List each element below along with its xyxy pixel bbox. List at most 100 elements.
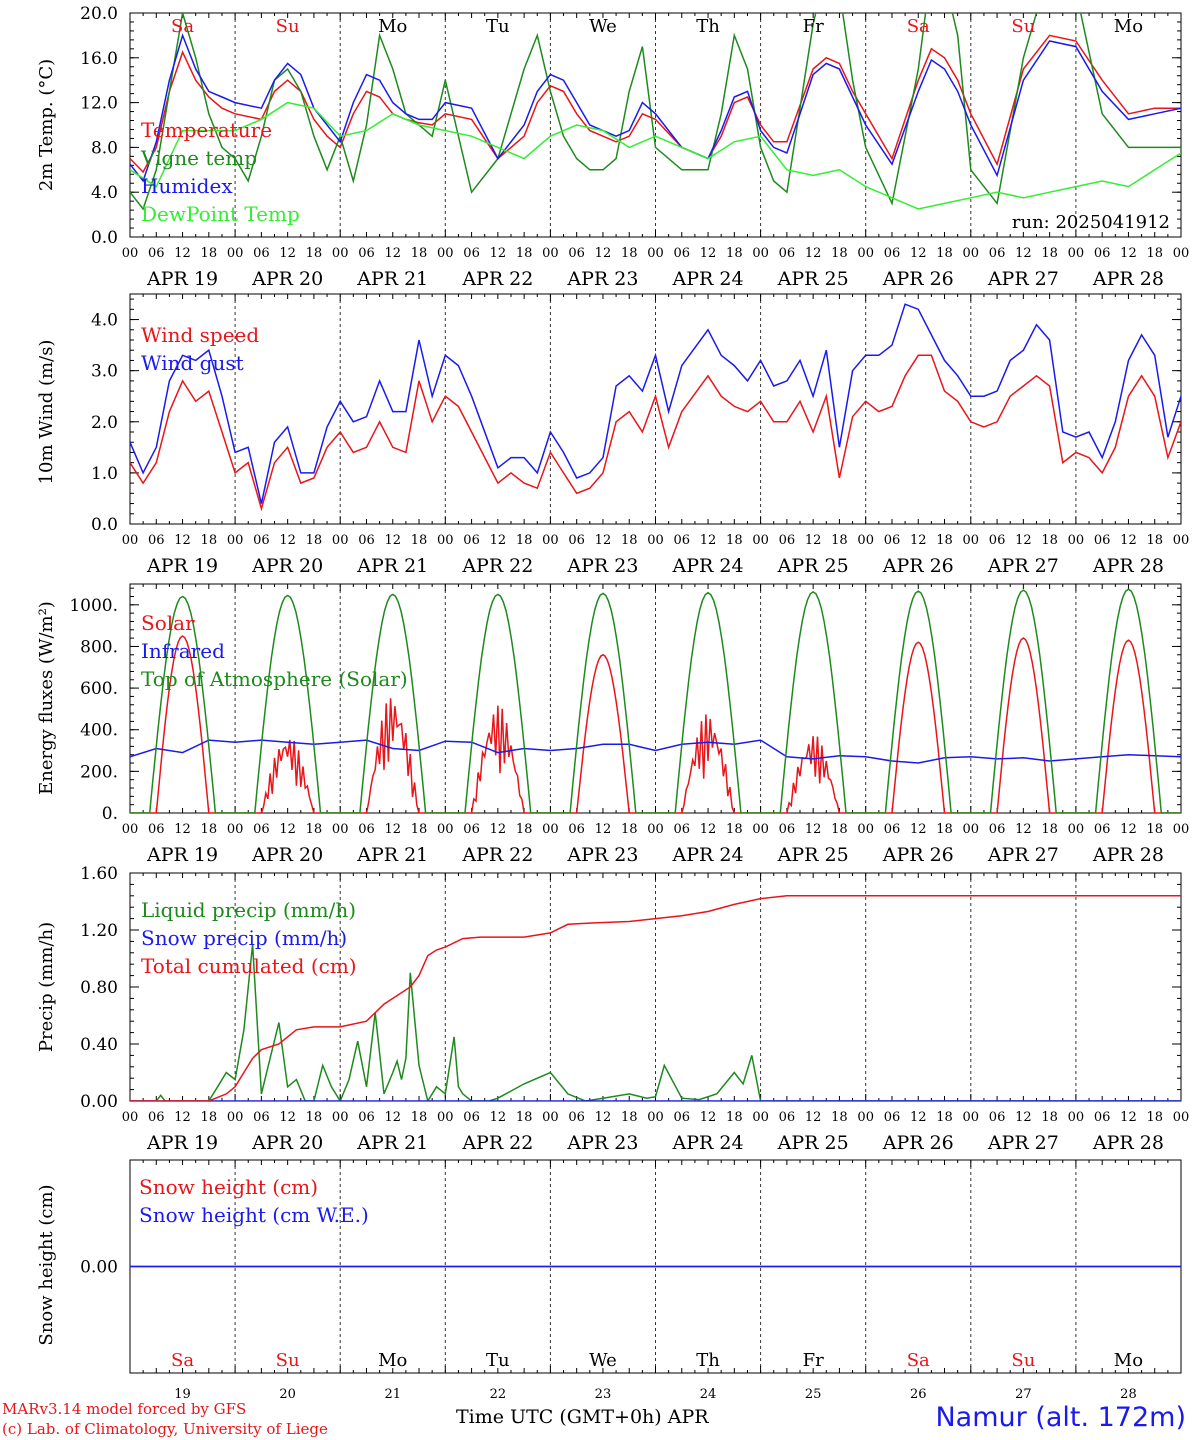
hour-tick-label: 12 (279, 533, 296, 548)
time-axis-title: Time UTC (GMT+0h) APR (456, 1406, 709, 1428)
y-tick-label: 4.0 (91, 311, 118, 331)
hour-tick-label: 00 (647, 1110, 664, 1125)
hour-tick-label: 06 (1094, 533, 1111, 548)
run-annotation: run: 2025041912 (1012, 212, 1170, 233)
hour-tick-label: 18 (516, 822, 533, 837)
bottom-axis: Sa 19 Su 20 Mo 21 Tu 22 We 23 Th 24 Fr 25 Sa 26 Su 27 Mo 28 (171, 1350, 1143, 1402)
hour-tick-label: 18 (831, 533, 848, 548)
hour-tick-label: 00 (542, 1110, 559, 1125)
hour-tick-label: 12 (490, 246, 507, 261)
hour-tick-label: 18 (936, 533, 953, 548)
hour-tick-label: 06 (989, 533, 1006, 548)
date-label: APR 20 (251, 1132, 323, 1154)
hour-tick-label: 18 (1041, 822, 1058, 837)
series-line (130, 13, 1181, 211)
hour-tick-label: 12 (595, 246, 612, 261)
hour-tick-label: 00 (542, 533, 559, 548)
hour-tick-label: 00 (647, 533, 664, 548)
panel-1: 0.0 4.0 8.0 12.0 16.0 20.0 2m Temp. (°C) 00 06 12… (36, 4, 1190, 290)
date-label: APR 27 (987, 268, 1059, 290)
date-label: APR 22 (461, 1132, 533, 1154)
y-tick-label: 20.0 (80, 4, 118, 24)
date-label: APR 27 (987, 844, 1059, 866)
panel-3: 0. 200. 400. 600. 800. 1000. Energy fluxes (W/… (36, 583, 1189, 866)
y-axis-label: Energy fluxes (W/m²) (36, 601, 57, 795)
hour-tick-label: 12 (700, 533, 717, 548)
hour-tick-label: 00 (227, 822, 244, 837)
hour-tick-label: 06 (568, 1110, 585, 1125)
hour-tick-label: 12 (700, 1110, 717, 1125)
hour-tick-label: 12 (279, 246, 296, 261)
date-label: APR 25 (777, 268, 849, 290)
day-number: 20 (279, 1387, 296, 1402)
y-tick-label: 1.60 (80, 864, 118, 884)
hour-tick-label: 00 (1068, 1110, 1085, 1125)
hour-tick-label: 06 (568, 822, 585, 837)
hour-tick-label: 00 (437, 1110, 454, 1125)
hour-tick-label: 12 (805, 822, 822, 837)
hour-tick-label: 00 (227, 246, 244, 261)
hour-tick-label: 18 (1041, 533, 1058, 548)
hour-tick-label: 06 (779, 246, 796, 261)
hour-tick-label: 18 (1041, 246, 1058, 261)
day-number: 21 (384, 1387, 401, 1402)
y-tick-label: 1.0 (91, 464, 118, 484)
y-tick-label: 0.00 (80, 1258, 118, 1278)
panel-2: 0.0 1.0 2.0 3.0 4.0 10m Wind (m/s) 00 06 12 18 APR… (36, 293, 1189, 577)
hour-tick-label: 00 (227, 533, 244, 548)
hour-tick-label: 18 (516, 533, 533, 548)
series-group (130, 588, 1181, 813)
date-label: APR 20 (251, 844, 323, 866)
date-label: APR 23 (566, 555, 638, 577)
hour-tick-label: 06 (358, 822, 375, 837)
weekday-label: Mo (378, 16, 407, 37)
hour-tick-label: 00 (122, 1110, 139, 1125)
hour-tick-label: 00 (332, 246, 349, 261)
hour-tick-label: 00 (857, 1110, 874, 1125)
hour-tick-label: 00 (437, 822, 454, 837)
series-line (130, 588, 1181, 813)
hour-tick-label: 00 (857, 246, 874, 261)
hour-tick-label: 12 (384, 1110, 401, 1125)
hour-tick-label: 06 (358, 1110, 375, 1125)
y-tick-label: 600. (80, 679, 118, 699)
hour-tick-label: 12 (490, 822, 507, 837)
date-label: APR 24 (672, 844, 744, 866)
hour-tick-label: 00 (1068, 533, 1085, 548)
hour-tick-label: 06 (253, 822, 270, 837)
hour-tick-label: 06 (989, 246, 1006, 261)
legend-entry: Liquid precip (mm/h) (141, 898, 356, 922)
y-tick-label: 3.0 (91, 362, 118, 382)
hour-tick-label: 06 (463, 822, 480, 837)
y-tick-label: 0.0 (91, 515, 118, 535)
legend-entry: Vigne temp (140, 146, 257, 170)
date-label: APR 21 (356, 844, 428, 866)
date-label: APR 26 (882, 1132, 954, 1154)
hour-tick-label: 18 (726, 246, 743, 261)
hour-tick-label: 18 (831, 246, 848, 261)
hour-tick-label: 00 (963, 822, 980, 837)
day-number: 27 (1015, 1387, 1032, 1402)
hour-tick-label: 00 (752, 533, 769, 548)
weekday-label: Sa (907, 1350, 930, 1371)
date-label: APR 28 (1092, 1132, 1164, 1154)
date-label: APR 26 (882, 268, 954, 290)
weekday-label: We (589, 16, 617, 37)
hour-tick-label: 18 (621, 1110, 638, 1125)
hour-tick-label: 06 (463, 246, 480, 261)
day-number: 22 (490, 1387, 507, 1402)
hour-tick-label: 00 (332, 1110, 349, 1125)
legend-entry: Temperature (141, 118, 272, 142)
hour-tick-label: 18 (726, 533, 743, 548)
weekday-label: Su (276, 16, 300, 37)
date-label: APR 21 (356, 555, 428, 577)
hour-tick-label: 18 (831, 822, 848, 837)
hour-tick-label: 12 (910, 246, 927, 261)
hour-tick-label: 00 (1173, 246, 1190, 261)
hour-tick-label: 00 (1173, 1110, 1190, 1125)
hour-tick-label: 00 (227, 1110, 244, 1125)
weekday-label: Sa (171, 1350, 194, 1371)
legend-entry: Humidex (141, 174, 233, 198)
hour-tick-label: 12 (174, 246, 191, 261)
hour-tick-label: 18 (621, 246, 638, 261)
